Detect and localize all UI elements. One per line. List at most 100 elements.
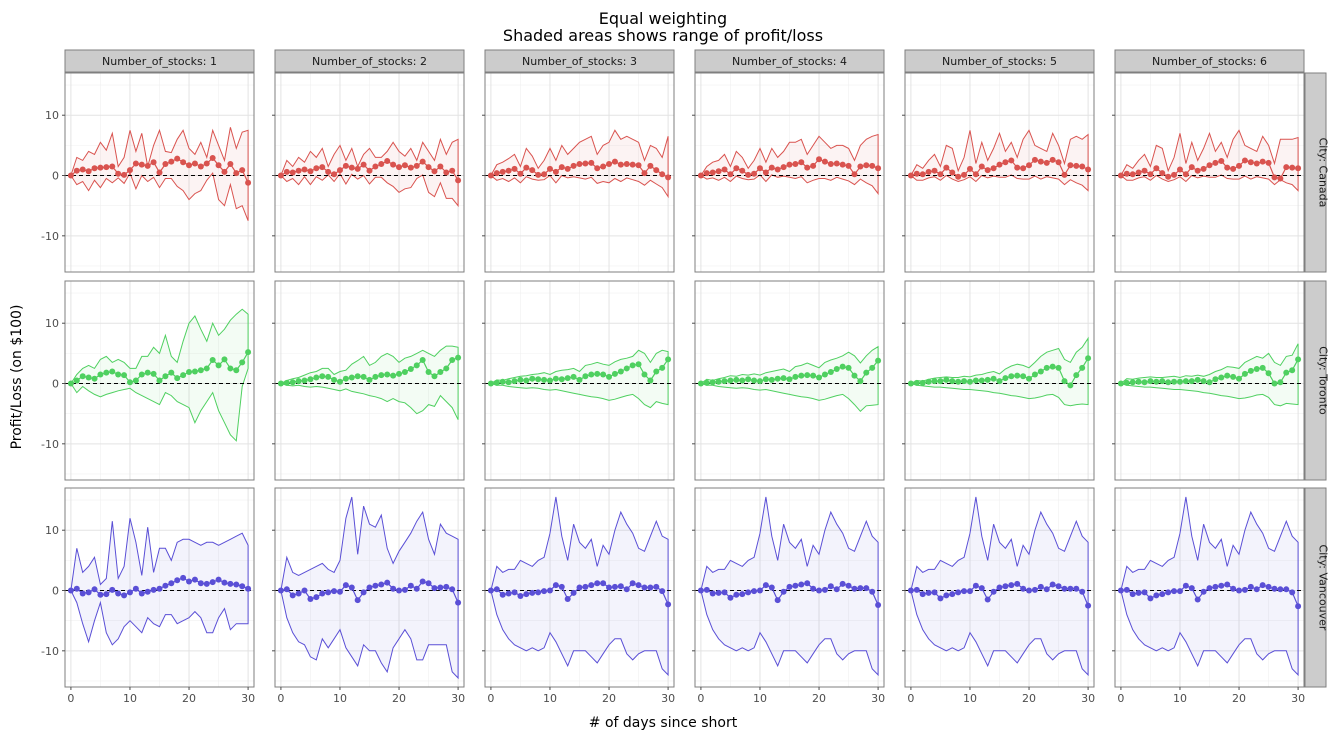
x-tick-label: 20: [392, 692, 406, 705]
mean-point: [1037, 368, 1044, 375]
mean-point: [1135, 169, 1142, 176]
mean-point: [1212, 376, 1219, 383]
mean-point: [150, 370, 157, 377]
mean-point: [85, 168, 92, 175]
mean-point: [733, 376, 740, 383]
mean-point: [277, 172, 284, 179]
mean-point: [431, 373, 438, 380]
mean-point: [209, 579, 216, 586]
mean-point: [972, 582, 979, 589]
panel-border: [484, 487, 675, 688]
mean-point: [653, 368, 660, 375]
mean-point: [721, 166, 728, 173]
mean-point: [1265, 370, 1272, 377]
mean-point: [623, 586, 630, 593]
mean-point: [1014, 164, 1021, 171]
mean-point: [1002, 159, 1009, 166]
y-axis-title: Profit/Loss (on $100): [9, 305, 25, 450]
chart-title: Equal weighting: [599, 9, 727, 28]
mean-point: [709, 169, 716, 176]
mean-point: [150, 159, 157, 166]
mean-point: [845, 364, 852, 371]
mean-point: [611, 158, 618, 165]
mean-point: [1153, 592, 1160, 599]
mean-point: [721, 589, 728, 596]
mean-point: [1289, 589, 1296, 596]
mean-point: [721, 378, 728, 385]
mean-point: [401, 369, 408, 376]
mean-point: [73, 585, 80, 592]
facet-panel: 0 10 20 30: [272, 487, 465, 705]
mean-point: [1289, 367, 1296, 374]
mean-point: [449, 167, 456, 174]
column-strip-background: [1114, 49, 1305, 73]
mean-point: [1002, 375, 1009, 382]
mean-point: [1171, 171, 1178, 178]
mean-point: [804, 580, 811, 587]
mean-point: [546, 587, 553, 594]
x-tick-label: 0: [907, 692, 914, 705]
mean-point: [1188, 164, 1195, 171]
range-ribbon: [1119, 343, 1299, 407]
mean-point: [1224, 581, 1231, 588]
mean-point: [1271, 380, 1278, 387]
column-strip-label: Number_of_stocks: 1: [102, 55, 217, 68]
mean-point: [372, 163, 379, 170]
mean-point: [984, 376, 991, 383]
y-tick-label: 10: [45, 109, 59, 122]
mean-point: [325, 589, 332, 596]
mean-point: [1049, 156, 1056, 163]
facet-panel: 0 10 20 30: [692, 487, 885, 705]
mean-point: [1031, 156, 1038, 163]
mean-point: [1031, 586, 1038, 593]
mean-point: [233, 170, 240, 177]
mean-point: [126, 589, 133, 596]
x-tick-label: 10: [333, 692, 347, 705]
mean-point: [972, 171, 979, 178]
mean-point: [715, 378, 722, 385]
mean-point: [1171, 378, 1178, 385]
column-strip-background: [64, 49, 255, 73]
mean-point: [336, 167, 343, 174]
row-strip: City: Canada: [1304, 72, 1330, 273]
mean-point: [1117, 380, 1124, 387]
mean-point: [659, 364, 666, 371]
mean-point: [97, 164, 104, 171]
mean-point: [697, 380, 704, 387]
mean-point: [768, 164, 775, 171]
mean-point: [1008, 582, 1015, 589]
mean-point: [162, 582, 169, 589]
mean-point: [91, 586, 98, 593]
x-tick-label: 20: [1232, 692, 1246, 705]
mean-point: [505, 167, 512, 174]
mean-point: [635, 162, 642, 169]
mean-point: [67, 172, 74, 179]
mean-point: [1067, 382, 1074, 389]
panel-border: [274, 280, 465, 481]
mean-point: [1117, 587, 1124, 594]
mean-point: [517, 592, 524, 599]
mean-point: [810, 585, 817, 592]
mean-point: [156, 585, 163, 592]
facet-panel: 0 10 20 30: [902, 487, 1095, 705]
mean-point: [558, 164, 565, 171]
mean-point: [1259, 158, 1266, 165]
mean-point: [1259, 364, 1266, 371]
mean-point: [1206, 379, 1213, 386]
mean-point: [396, 587, 403, 594]
mean-point: [407, 164, 414, 171]
mean-point: [703, 170, 710, 177]
mean-point: [600, 580, 607, 587]
mean-point: [558, 583, 565, 590]
mean-point: [1200, 378, 1207, 385]
mean-point: [378, 581, 385, 588]
panel-border: [64, 280, 255, 481]
mean-point: [1206, 162, 1213, 169]
mean-point: [647, 162, 654, 169]
mean-point: [523, 377, 530, 384]
mean-point: [641, 371, 648, 378]
mean-point: [443, 169, 450, 176]
mean-point: [919, 171, 926, 178]
range-ribbon: [909, 336, 1089, 407]
y-tick-label: 0: [52, 170, 59, 183]
